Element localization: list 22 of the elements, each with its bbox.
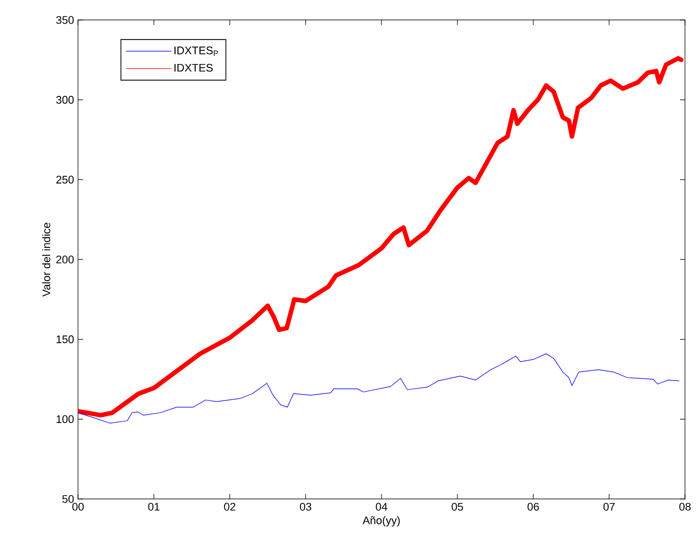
x-tick-label: 03	[300, 502, 312, 511]
x-tick-label: 08	[679, 502, 691, 511]
legend-label: IDXTES$_{P}$	[174, 46, 218, 56]
x-tick-label: 02	[224, 502, 236, 511]
y-tick-label: 150	[56, 335, 74, 344]
y-tick-label: 300	[56, 96, 74, 104]
x-tick-label: 05	[452, 502, 464, 511]
y-tick-label: 250	[56, 176, 74, 184]
x-tick-label: 07	[603, 502, 615, 511]
x-tick-label: 04	[376, 502, 388, 511]
x-tick-label: 06	[528, 502, 539, 511]
x-axis-title: Año(yy)	[362, 516, 400, 526]
line-series	[78, 56, 684, 418]
y-tick-label: 200	[56, 256, 74, 264]
x-tick-label: 00	[72, 502, 84, 511]
y-axis-title: Valor del indice	[42, 222, 50, 297]
x-tick-label: 01	[148, 502, 160, 511]
y-tick-label: 100	[56, 415, 74, 424]
legend-label: IDXTES	[174, 64, 213, 72]
y-tick-label: 350	[56, 16, 74, 24]
y-tick-label: 50	[62, 495, 74, 503]
line-series	[78, 353, 680, 424]
